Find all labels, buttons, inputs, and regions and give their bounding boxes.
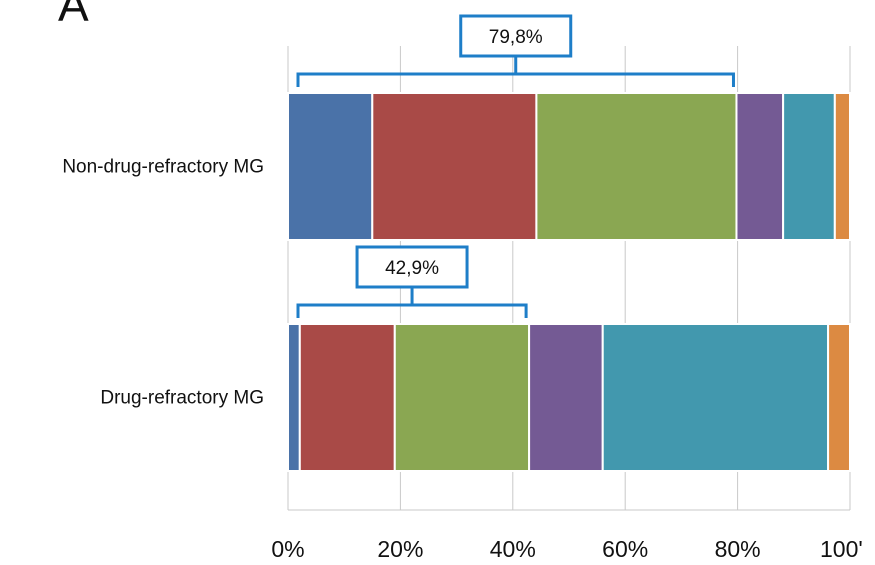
x-tick-label: 80% bbox=[715, 536, 761, 562]
bar-segment bbox=[298, 323, 396, 472]
bar-segment bbox=[827, 323, 851, 472]
x-tick-label: 60% bbox=[602, 536, 648, 562]
callout-bracket bbox=[296, 72, 735, 87]
bar-segment bbox=[535, 92, 738, 241]
panel-letter: A bbox=[58, 0, 89, 31]
bar-segment bbox=[287, 323, 301, 472]
callout-brackets: 79,8% 42,9% bbox=[296, 14, 735, 318]
bar-segments bbox=[287, 92, 851, 472]
bar-segment bbox=[782, 92, 836, 241]
category-label: Non-drug-refractory MG bbox=[62, 157, 264, 178]
bar-segment bbox=[601, 323, 830, 472]
callout-box bbox=[459, 14, 573, 58]
x-tick-label: 20% bbox=[377, 536, 423, 562]
x-tick-label: 40% bbox=[490, 536, 536, 562]
bar-segment bbox=[528, 323, 604, 472]
x-tick-labels: 0% 20% 40% 60% 80% 100' bbox=[271, 536, 862, 562]
bar-segment bbox=[393, 323, 531, 472]
bar-segment bbox=[735, 92, 785, 241]
callout-label: 42,9% bbox=[385, 258, 439, 279]
bar-segment bbox=[371, 92, 538, 241]
x-tick-label: 0% bbox=[271, 536, 304, 562]
callout-box bbox=[355, 245, 469, 289]
callout-bracket bbox=[296, 303, 528, 318]
x-tick-label: 100' bbox=[820, 536, 863, 562]
bar-segment bbox=[287, 92, 374, 241]
bar-segment bbox=[833, 92, 851, 241]
callout-label: 79,8% bbox=[489, 27, 543, 48]
category-labels: Non-drug-refractory MG Drug-refractory MG bbox=[62, 157, 264, 409]
category-label: Drug-refractory MG bbox=[100, 388, 264, 409]
